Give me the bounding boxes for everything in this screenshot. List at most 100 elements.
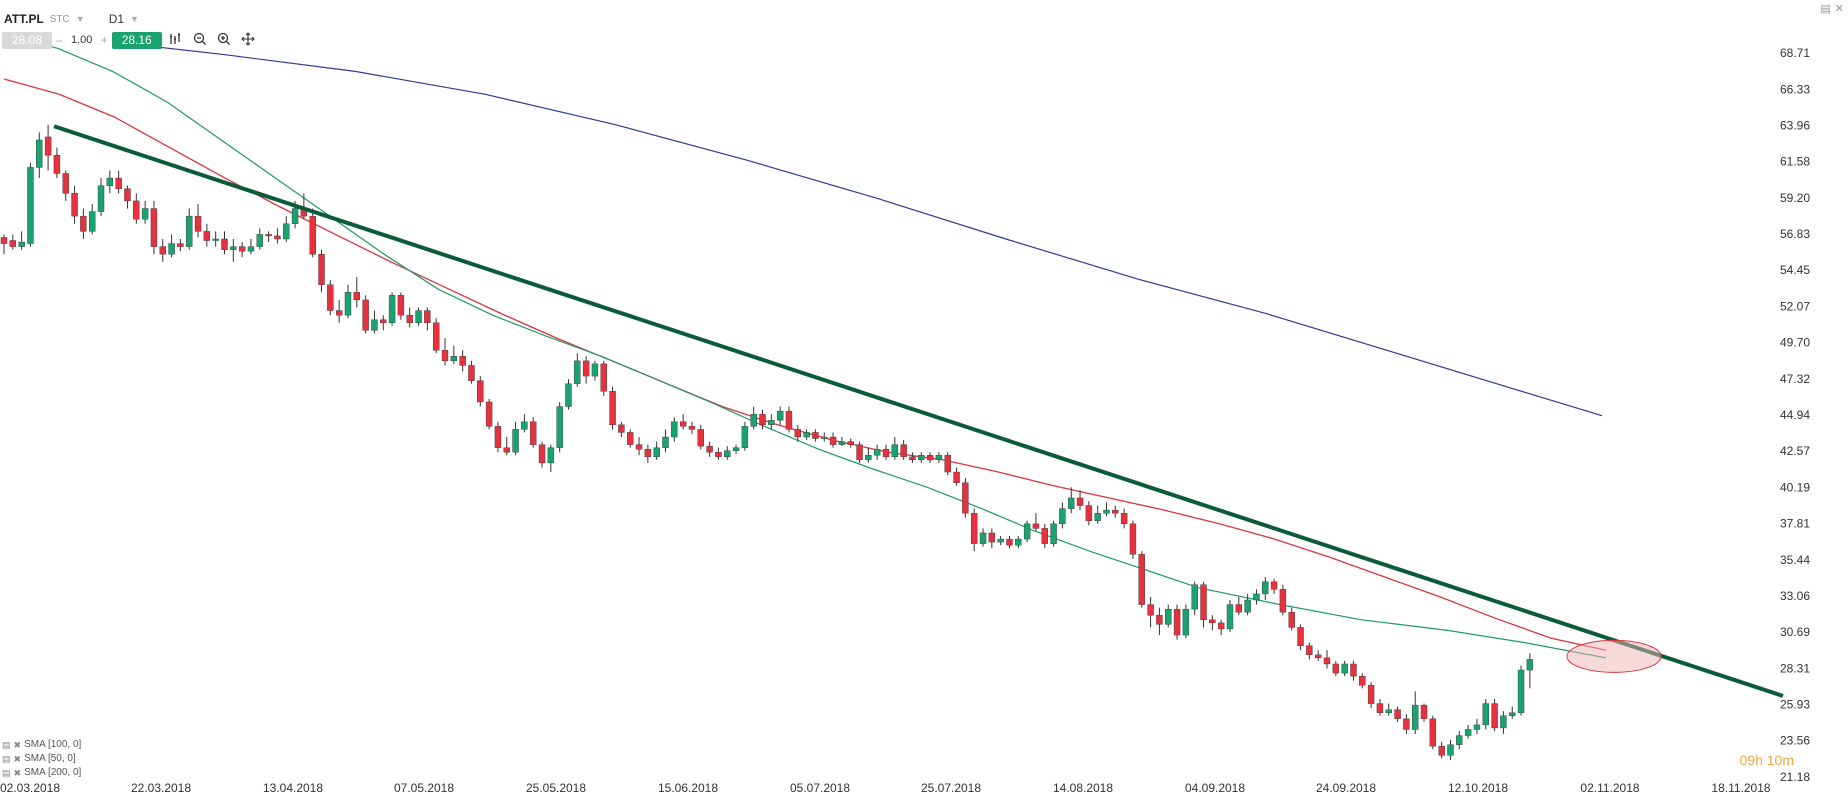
settings-icon[interactable]: ▤ xyxy=(2,754,11,764)
quantity-increase-button[interactable]: + xyxy=(100,33,108,47)
y-tick-label: 63.96 xyxy=(1780,118,1810,132)
candle xyxy=(1103,502,1110,517)
candle-body xyxy=(1103,509,1110,514)
candle xyxy=(591,360,599,381)
candle xyxy=(1270,578,1278,594)
candle-body xyxy=(944,455,951,473)
candle xyxy=(724,446,731,460)
candle-body xyxy=(1068,497,1075,509)
close-icon[interactable]: ✖ xyxy=(13,754,22,764)
candle-body xyxy=(1262,581,1269,595)
candle-body xyxy=(203,231,211,241)
y-tick-label: 42.57 xyxy=(1780,444,1810,458)
candle xyxy=(644,444,652,463)
candle xyxy=(1385,703,1392,716)
candle-body xyxy=(18,241,25,247)
candle xyxy=(53,147,61,179)
candle-body xyxy=(1297,627,1304,646)
x-tick-label: 25.05.2018 xyxy=(526,781,586,795)
candle xyxy=(1217,619,1225,636)
candle xyxy=(706,441,713,457)
candle xyxy=(424,307,431,331)
candle-body xyxy=(1085,505,1093,521)
candle-body xyxy=(1394,709,1401,720)
candle-body xyxy=(36,139,43,168)
legend-item[interactable]: ▤ ✖ SMA [100, 0] xyxy=(2,738,81,752)
close-icon[interactable]: ✖ xyxy=(13,768,22,778)
candle xyxy=(785,406,793,433)
candle-body xyxy=(1526,659,1534,671)
candle-body xyxy=(256,234,263,247)
candle-body xyxy=(1367,685,1375,704)
settings-icon[interactable]: ▤ xyxy=(2,740,11,750)
candle xyxy=(9,234,17,250)
chevron-down-icon[interactable]: ▼ xyxy=(75,14,85,24)
settings-icon[interactable]: ▤ xyxy=(2,768,11,778)
candle xyxy=(477,376,484,407)
chevron-down-icon[interactable]: ▼ xyxy=(130,14,139,24)
candle-body xyxy=(459,356,466,366)
candle xyxy=(1076,490,1084,511)
chart-type-icon[interactable] xyxy=(166,32,186,49)
candle-body xyxy=(124,188,131,202)
candle-body xyxy=(988,532,996,543)
candle-body xyxy=(768,420,775,426)
candle-body xyxy=(1217,622,1225,630)
candle xyxy=(679,414,687,430)
close-icon[interactable]: ✕ xyxy=(1834,3,1844,15)
candle xyxy=(521,414,528,433)
candle xyxy=(627,429,634,448)
quantity-decrease-button[interactable]: – xyxy=(56,33,63,47)
candle xyxy=(256,228,263,250)
candle-body xyxy=(900,444,907,458)
zoom-in-icon[interactable] xyxy=(214,32,234,49)
candle-body xyxy=(1385,709,1392,713)
candle-body xyxy=(291,208,299,224)
close-icon[interactable]: ✖ xyxy=(13,740,22,750)
candle xyxy=(388,292,396,326)
candle-body xyxy=(591,363,599,377)
candle xyxy=(909,452,916,463)
candle xyxy=(697,424,704,450)
y-tick-label: 23.56 xyxy=(1780,734,1810,748)
candle-body xyxy=(1129,523,1137,555)
settings-icon[interactable]: ▤ xyxy=(1820,3,1831,15)
candle-body xyxy=(1314,654,1322,659)
candle xyxy=(944,452,951,476)
candle xyxy=(1297,624,1304,651)
candle xyxy=(80,208,87,239)
zoom-out-icon[interactable] xyxy=(190,32,210,49)
candle-body xyxy=(1464,729,1472,736)
legend-item[interactable]: ▤ ✖ SMA [50, 0] xyxy=(2,752,81,766)
candle xyxy=(1085,500,1093,526)
candle xyxy=(1120,508,1128,529)
candle-body xyxy=(697,429,704,447)
candle xyxy=(1482,699,1489,730)
candle xyxy=(803,429,810,441)
buy-button[interactable]: 28.16 xyxy=(111,31,162,49)
sma-200-line xyxy=(116,41,1603,417)
quantity-input[interactable]: 1.00 xyxy=(70,34,93,46)
candle-body xyxy=(380,319,387,323)
candle-body xyxy=(1359,675,1366,686)
candle xyxy=(309,208,316,258)
timeframe-selector[interactable]: D1 xyxy=(108,12,125,26)
candle xyxy=(794,424,801,442)
candle-body xyxy=(1147,604,1154,616)
candle-body xyxy=(882,448,890,458)
sell-button[interactable]: 28.08 xyxy=(2,31,52,49)
candle xyxy=(238,242,246,258)
instrument-type: STC xyxy=(49,13,70,25)
candle xyxy=(838,437,846,447)
candle xyxy=(503,437,510,456)
candle-body xyxy=(1191,584,1198,610)
symbol-name[interactable]: ATT.PL xyxy=(4,12,44,26)
legend-item[interactable]: ▤ ✖ SMA [200, 0] xyxy=(2,766,81,780)
crosshair-icon[interactable] xyxy=(238,31,258,49)
candle-body xyxy=(432,322,440,351)
candle-body xyxy=(1235,604,1243,613)
candle-body xyxy=(318,254,325,285)
candle xyxy=(582,356,590,384)
